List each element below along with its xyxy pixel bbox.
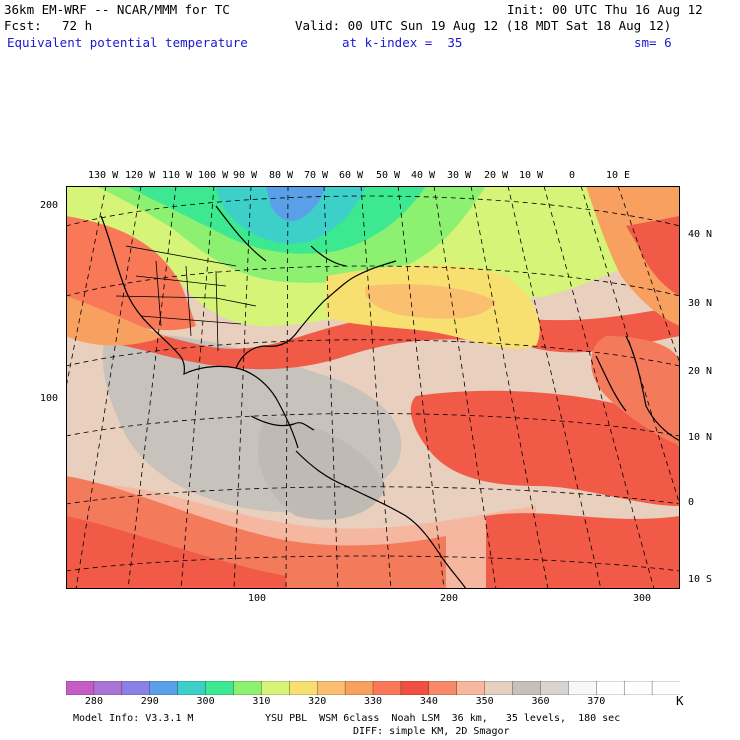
colorbar-tick-label: 330 <box>364 696 383 707</box>
longitude-label: 100 W <box>198 170 229 181</box>
latitude-label: 10 N <box>688 432 713 443</box>
colorbar-tick-label: 290 <box>140 696 159 707</box>
model-title: 36km EM-WRF -- NCAR/MMM for TC <box>4 2 230 17</box>
longitude-label: 70 W <box>304 170 329 181</box>
colorbar-swatch <box>651 681 680 695</box>
colorbar-swatch <box>289 681 318 695</box>
longitude-label: 10 E <box>606 170 631 181</box>
colorbar <box>66 681 680 695</box>
colorbar-swatch <box>205 681 235 695</box>
latitude-label: 0 <box>688 497 695 508</box>
smoothing-info: sm= 6 <box>634 35 672 50</box>
colorbar-tick-label: 340 <box>419 696 438 707</box>
longitude-label: 110 W <box>162 170 193 181</box>
forecast-label: Fcst: <box>4 18 42 33</box>
colorbar-tick-label: 280 <box>84 696 103 707</box>
longitude-label: 90 W <box>233 170 258 181</box>
colorbar-swatch <box>372 681 402 695</box>
longitude-label: 40 W <box>411 170 436 181</box>
colorbar-tick-label: 350 <box>475 696 494 707</box>
colorbar-swatch <box>233 681 263 695</box>
grid-y-label: 100 <box>40 393 59 404</box>
western-us-red <box>66 215 196 331</box>
longitude-label: 20 W <box>484 170 509 181</box>
red-band-central <box>410 390 680 506</box>
map-frame <box>66 186 680 589</box>
colorbar-tick-label: 360 <box>531 696 550 707</box>
colorbar-swatch <box>428 681 458 695</box>
latitude-label: 40 N <box>688 229 713 240</box>
colorbar-tick-label: 310 <box>252 696 271 707</box>
latitude-label: 10 S <box>688 574 713 585</box>
longitude-label: 0 <box>569 170 576 181</box>
colorbar-swatch <box>484 681 514 695</box>
colorbar-swatch <box>261 681 290 695</box>
colorbar-swatch <box>93 681 123 695</box>
graticule <box>66 186 680 589</box>
colorbar-swatch <box>66 681 95 695</box>
diffusion-options: DIFF: simple KM, 2D Smagor <box>353 726 510 737</box>
longitude-label: 130 W <box>88 170 119 181</box>
latitude-label: 30 N <box>688 298 713 309</box>
field-name: Equivalent potential temperature <box>7 35 248 50</box>
political-boundaries <box>115 245 257 352</box>
colorbar-swatch <box>344 681 374 695</box>
colorbar-swatch <box>177 681 207 695</box>
grid-x-label: 200 <box>440 593 459 604</box>
colorbar-swatch <box>623 681 653 695</box>
physics-options: YSU PBL WSM 6class Noah LSM 36 km, 35 le… <box>265 713 621 724</box>
longitude-label: 30 W <box>447 170 472 181</box>
colorbar-swatch <box>149 681 179 695</box>
grid-x-label: 100 <box>248 593 267 604</box>
colorbar-swatch <box>512 681 542 695</box>
colorbar-swatch <box>400 681 430 695</box>
longitude-label: 60 W <box>339 170 364 181</box>
level-info: at k-index = 35 <box>342 35 463 50</box>
colorbar-tick-label: 370 <box>587 696 606 707</box>
colorbar-tick-label: 300 <box>196 696 215 707</box>
colorbar-unit: K <box>676 693 684 708</box>
longitude-label: 120 W <box>125 170 156 181</box>
latitude-label: 20 N <box>688 366 713 377</box>
colorbar-swatch <box>456 681 486 695</box>
model-info: Model Info: V3.3.1 M <box>73 713 194 724</box>
colorbar-tick-label: 320 <box>308 696 327 707</box>
longitude-label: 50 W <box>376 170 401 181</box>
grid-y-label: 200 <box>40 200 59 211</box>
equivalent-potential-temperature-map <box>66 186 680 589</box>
colorbar-swatch <box>596 681 625 695</box>
colorbar-swatch <box>540 681 570 695</box>
forecast-hours: 72 h <box>62 18 93 33</box>
valid-time: Valid: 00 UTC Sun 19 Aug 12 (18 MDT Sat … <box>295 18 672 33</box>
longitude-label: 80 W <box>269 170 294 181</box>
grid-x-label: 300 <box>633 593 652 604</box>
colorbar-swatch <box>316 681 346 695</box>
colorbar-swatch <box>121 681 151 695</box>
init-time: Init: 00 UTC Thu 16 Aug 12 <box>507 2 703 17</box>
colorbar-swatch <box>568 681 597 695</box>
longitude-label: 10 W <box>519 170 544 181</box>
